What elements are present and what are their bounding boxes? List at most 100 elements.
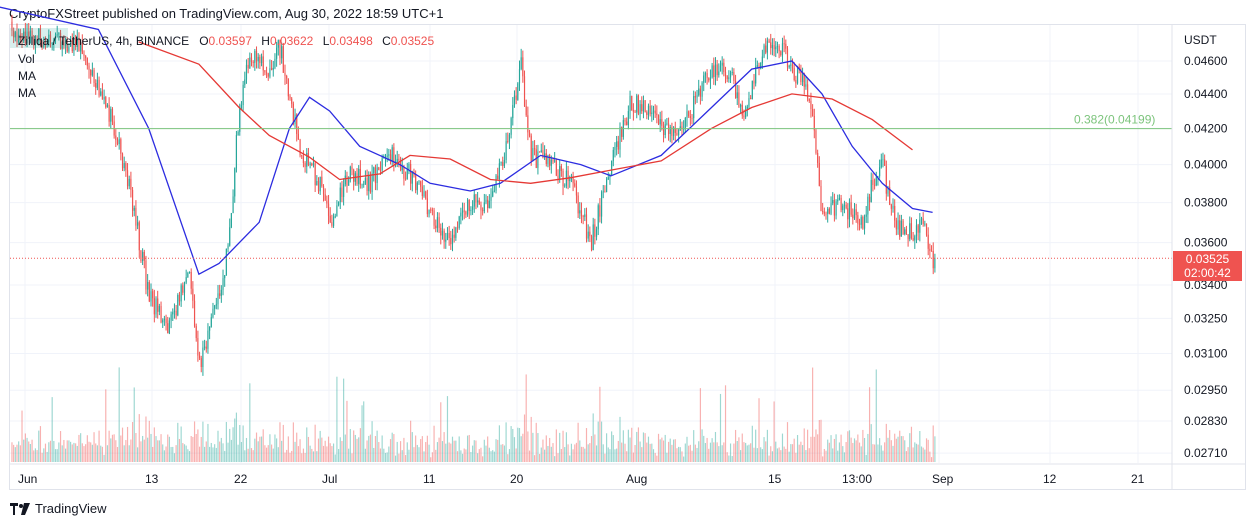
legend-symbol-row[interactable]: Zilliqa / TetherUS, 4h, BINANCE O0.03597… <box>18 34 440 48</box>
candle-body <box>902 220 904 235</box>
candle-body <box>73 39 75 52</box>
volume-bar <box>224 450 226 462</box>
candle-body <box>378 167 380 171</box>
volume-bar <box>80 433 82 462</box>
tradingview-logo[interactable]: TradingView <box>10 501 107 516</box>
volume-bar <box>793 438 795 462</box>
volume-bar <box>202 421 204 462</box>
candle-body <box>708 78 710 81</box>
candle-body <box>492 191 494 197</box>
candle-body <box>115 135 117 141</box>
volume-bar <box>688 445 690 462</box>
volume-bar <box>168 436 171 462</box>
candle-body <box>331 222 333 226</box>
volume-bar <box>326 446 328 462</box>
volume-bar <box>877 444 879 462</box>
volume-bar <box>296 432 298 462</box>
candle-body <box>721 62 723 66</box>
volume-bar <box>438 437 440 462</box>
volume-bar <box>143 439 145 462</box>
candle-body <box>267 73 269 77</box>
candle-body <box>629 95 631 112</box>
candle-body <box>604 191 606 193</box>
candle-body <box>383 157 385 159</box>
volume-bar <box>435 449 437 462</box>
candle-body <box>301 155 303 157</box>
volume-bar <box>865 454 867 462</box>
volume-bar <box>488 447 490 462</box>
volume-bar <box>344 434 346 462</box>
candle-body <box>348 179 350 186</box>
volume-bar <box>862 429 864 462</box>
volume-bar <box>874 444 876 462</box>
candle-body <box>614 146 616 150</box>
candle-body <box>217 293 219 305</box>
volume-bar <box>314 424 316 462</box>
legend-symbol[interactable]: Zilliqa / TetherUS, 4h, BINANCE <box>18 34 190 48</box>
candle-body <box>478 200 480 205</box>
candle-body <box>11 21 13 31</box>
candle-body <box>105 97 107 108</box>
volume-bar <box>930 457 933 462</box>
volume-bar <box>528 450 531 462</box>
volume-bar <box>790 444 792 462</box>
candle-body <box>810 101 812 110</box>
candle-body <box>162 320 164 323</box>
candle-body <box>381 158 383 171</box>
volume-bar <box>803 428 805 462</box>
candle-body <box>617 141 619 150</box>
candle-body <box>729 72 732 78</box>
volume-bar <box>758 398 760 462</box>
volume-bar <box>426 435 428 462</box>
volume-bar <box>431 452 433 462</box>
candle-body <box>366 177 368 191</box>
candle-body <box>131 189 134 211</box>
candle-body <box>410 163 412 184</box>
candle-body <box>43 42 45 47</box>
candle-body <box>235 135 238 169</box>
candle-body <box>361 184 363 186</box>
candle-body <box>922 218 924 224</box>
volume-bar <box>559 432 561 462</box>
candle-body <box>753 80 755 84</box>
candle-body <box>820 185 822 211</box>
legend-ma-slow[interactable]: MA <box>18 86 36 100</box>
legend-ma-fast[interactable]: MA <box>18 69 36 83</box>
volume-bar <box>252 450 254 462</box>
legend-close-label: C <box>382 34 391 48</box>
legend-volume[interactable]: Vol <box>18 52 35 66</box>
volume-bar <box>627 429 629 462</box>
volume-bar <box>733 443 735 462</box>
volume-bar <box>746 445 748 462</box>
volume-bar <box>43 448 45 462</box>
candle-body <box>793 68 795 81</box>
volume-bar <box>448 442 450 462</box>
candle-body <box>847 208 849 220</box>
volume-bar <box>421 436 423 462</box>
volume-bar <box>394 455 397 462</box>
candle-body <box>49 34 52 44</box>
volume-bar <box>731 456 733 462</box>
volume-bar <box>544 449 546 462</box>
candle-body <box>681 126 683 130</box>
volume-bar <box>547 445 549 462</box>
candle-body <box>900 220 902 237</box>
volume-bar <box>850 437 852 462</box>
y-tick-label: 0.03100 <box>1184 346 1228 360</box>
candle-body <box>823 211 825 214</box>
volume-bar <box>356 438 358 462</box>
volume-bar <box>95 443 97 462</box>
volume-bar <box>760 447 762 462</box>
candle-body <box>636 95 638 113</box>
candle-body <box>783 43 785 45</box>
legend-highlight <box>10 28 68 48</box>
candle-body <box>884 159 886 166</box>
volume-bar <box>870 424 872 462</box>
candle-body <box>919 219 921 233</box>
candle-body <box>827 208 829 214</box>
candle-body <box>825 213 827 215</box>
volume-bar <box>909 433 911 462</box>
candle-body <box>56 34 58 36</box>
volume-bar <box>11 442 13 462</box>
